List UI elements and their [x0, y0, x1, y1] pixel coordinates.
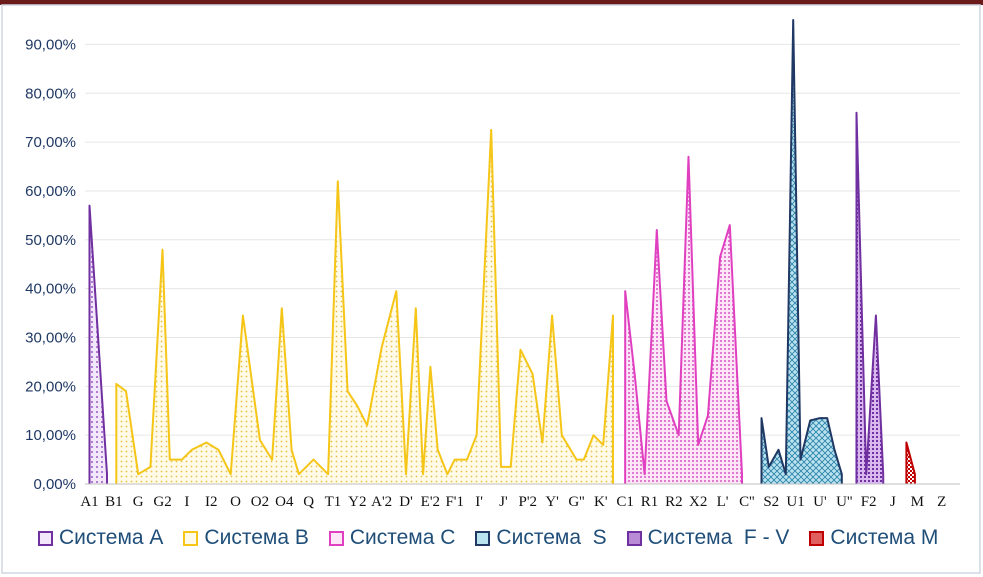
y-tick-label: 40,00%: [25, 281, 76, 298]
legend-label-b: Система B: [204, 526, 309, 549]
x-tick-label: O4: [275, 494, 294, 510]
x-tick-label: U1: [786, 494, 804, 510]
x-tick-label: K': [594, 494, 608, 510]
y-tick-label: 90,00%: [25, 36, 76, 53]
legend-item-c: Система C: [328, 526, 456, 550]
legend-swatch-m: [809, 530, 825, 546]
legend-label-c: Система C: [349, 526, 456, 549]
x-tick-label: R2: [665, 494, 683, 510]
x-tick-label: Q: [303, 494, 314, 510]
legend-label-m: Система M: [830, 526, 939, 549]
x-axis-ticks: A1 B1 G G2 I I2 O O2 O4 Q T1 Y2 A'2 D' E'2 F'1 I' J' P'2 Y'…: [80, 494, 946, 510]
chart-area-border: [1, 4, 981, 574]
y-tick-label: 80,00%: [25, 85, 76, 102]
legend-item-a: Система A: [38, 526, 163, 550]
series-line: [760, 19, 843, 485]
x-tick-label: G'': [568, 494, 585, 510]
x-tick-label: C'': [739, 494, 755, 510]
x-tick-label: U'': [836, 494, 853, 510]
x-tick-label: E'2: [421, 494, 440, 510]
y-tick-label: 10,00%: [25, 427, 76, 444]
x-tick-label: D': [399, 494, 413, 510]
x-tick-label: O: [230, 494, 241, 510]
series-line: [855, 111, 885, 485]
y-tick-label: 0,00%: [33, 476, 76, 493]
legend-label-a: Система A: [59, 526, 164, 549]
series-line: [905, 441, 916, 485]
x-tick-label: I2: [205, 494, 218, 510]
series-line: [88, 204, 109, 485]
y-tick-label: 70,00%: [25, 134, 76, 151]
x-tick-label: Z: [937, 494, 946, 510]
x-tick-label: G2: [153, 494, 171, 510]
legend-label-s: Система S: [496, 526, 607, 549]
legend-label-fv: Система F - V: [647, 526, 790, 549]
x-tick-label: B1: [105, 494, 123, 510]
y-tick-label: 20,00%: [25, 378, 76, 395]
x-tick-label: Y': [545, 494, 559, 510]
y-tick-label: 30,00%: [25, 329, 76, 346]
y-tick-label: 60,00%: [25, 183, 76, 200]
x-tick-label: J': [499, 494, 508, 510]
x-tick-label: G: [133, 494, 144, 510]
x-tick-label: I': [475, 494, 483, 510]
legend-swatch-a: [38, 530, 53, 546]
y-tick-label: 50,00%: [25, 232, 76, 249]
legend-item-b: Система B: [183, 526, 309, 550]
x-tick-label: A1: [80, 494, 98, 510]
legend-item-m: Система M: [809, 526, 938, 550]
x-tick-label: F'1: [445, 494, 464, 510]
x-tick-label: J: [890, 494, 896, 510]
legend-swatch-s: [475, 530, 491, 546]
x-tick-label: C1: [616, 494, 634, 510]
series-line: [115, 128, 614, 485]
legend-swatch-c: [328, 530, 344, 546]
legend: Система A Система B Система C Система S …: [38, 521, 978, 555]
x-tick-label: S2: [763, 494, 779, 510]
legend-swatch-fv: [626, 530, 642, 546]
top-border-bar: [0, 0, 983, 5]
x-tick-label: I: [184, 494, 189, 510]
x-tick-label: F2: [861, 494, 877, 510]
x-tick-label: U': [813, 494, 827, 510]
x-tick-label: M: [911, 494, 924, 510]
series-area: [116, 129, 614, 484]
x-tick-label: Y2: [348, 494, 366, 510]
x-tick-label: X2: [689, 494, 707, 510]
y-axis-ticks: 0,00% 10,00% 20,00% 30,00% 40,00% 50,00% 60,00…: [25, 36, 76, 493]
series-area: [761, 20, 842, 484]
x-tick-label: P'2: [518, 494, 537, 510]
legend-swatch-b: [183, 530, 199, 546]
x-tick-label: R1: [641, 494, 659, 510]
x-tick-label: L': [717, 494, 729, 510]
x-tick-label: O2: [251, 494, 269, 510]
x-tick-label: A'2: [371, 494, 392, 510]
series-areas: [88, 19, 916, 485]
series-line: [624, 155, 744, 485]
legend-item-s: Система S: [475, 526, 607, 550]
x-tick-label: T1: [325, 494, 342, 510]
legend-item-fv: Система F - V: [626, 526, 790, 550]
